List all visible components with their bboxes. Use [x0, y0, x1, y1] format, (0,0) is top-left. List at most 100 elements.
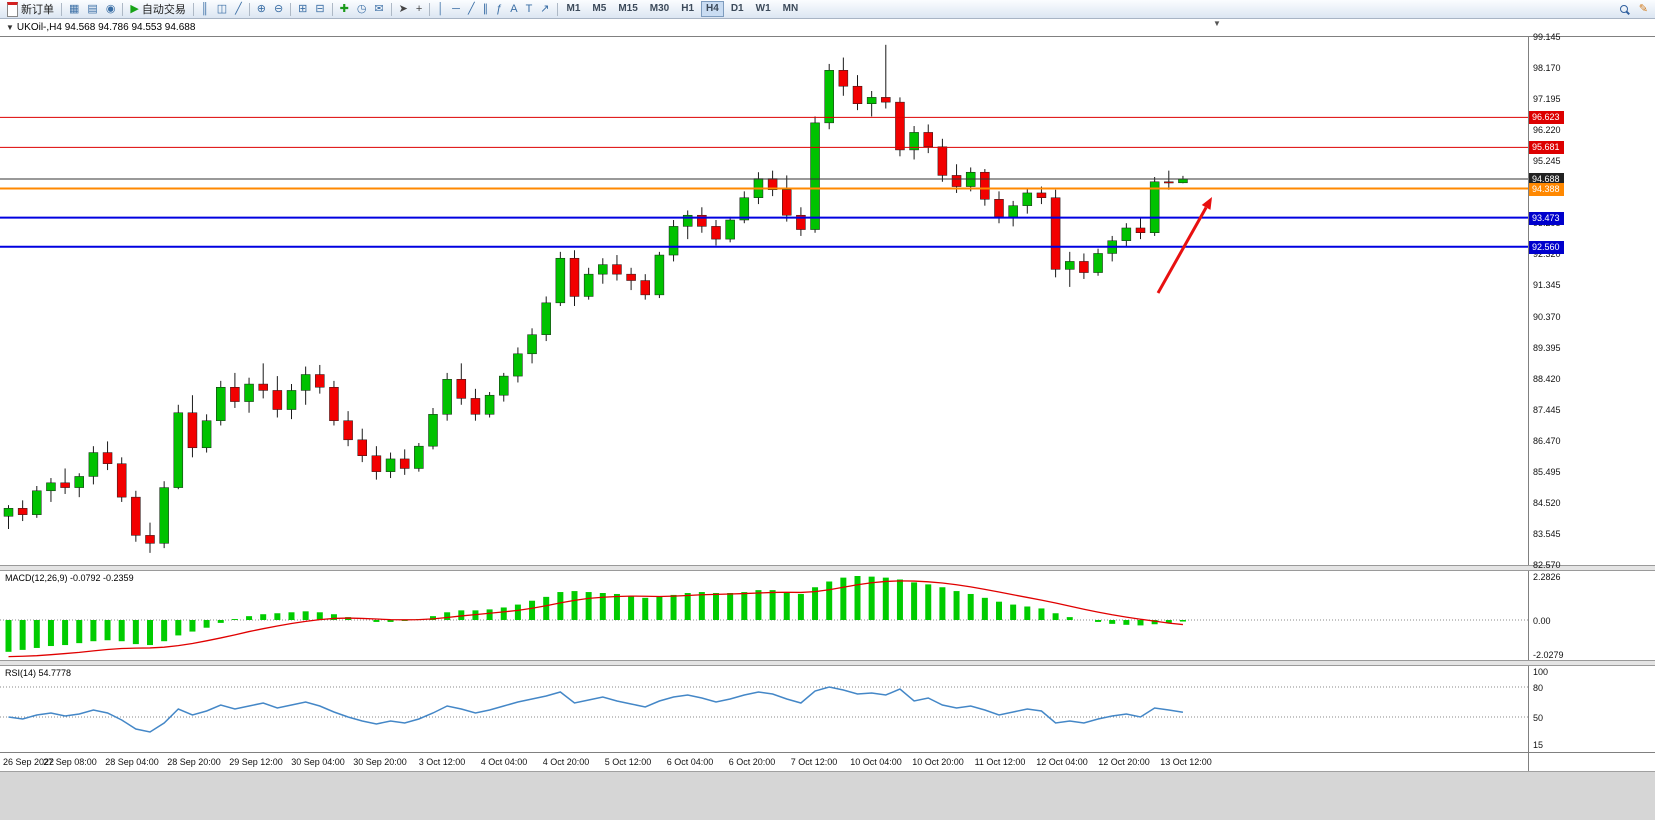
periods-icon: ◷	[356, 3, 367, 15]
rsi-panel-separator[interactable]	[0, 660, 1655, 666]
add-indicator-button[interactable]: ✚	[336, 1, 353, 17]
price-tick: 88.420	[1533, 373, 1561, 384]
time-label: 3 Oct 12:00	[418, 757, 466, 767]
toolbar-separator	[331, 2, 333, 16]
new-chart-icon: ▦	[69, 3, 80, 15]
trend-arrow-head	[1201, 197, 1212, 210]
time-label: 30 Sep 20:00	[353, 757, 407, 767]
tile-windows-button[interactable]: ⊞	[294, 1, 311, 17]
macd-tick: 0.00	[1533, 616, 1551, 626]
rsi-tick: 15	[1533, 740, 1544, 750]
zoom-in-button[interactable]: ⊕	[253, 1, 270, 17]
ohlc-values: 94.568 94.786 94.553 94.688	[64, 22, 196, 33]
toolbar-group-charts: ▦ ▤ ◉	[65, 1, 119, 17]
crosshair-button[interactable]: +	[412, 1, 426, 17]
vertical-line-button[interactable]: │	[433, 1, 448, 17]
toolbar-separator	[556, 2, 558, 16]
time-label: 10 Oct 20:00	[912, 757, 964, 767]
autotrading-button[interactable]: ▶ 自动交易	[126, 1, 189, 17]
profiles-button[interactable]: ▤	[83, 1, 101, 17]
time-axis-border	[0, 752, 1655, 753]
navigator-button[interactable]: ◉	[102, 1, 120, 17]
time-label: 6 Oct 04:00	[666, 757, 714, 767]
rsi-tick: 50	[1533, 713, 1544, 723]
time-label: 30 Sep 04:00	[291, 757, 345, 767]
new-chart-button[interactable]: ▦	[65, 1, 83, 17]
quick-edit-icon: ✎	[1638, 3, 1648, 15]
price-tick: 90.370	[1533, 311, 1561, 322]
price-tick: 83.545	[1533, 528, 1561, 539]
timeframe-H1[interactable]: H1	[676, 1, 699, 17]
new-order-button[interactable]: 新订单	[3, 1, 58, 17]
timeframe-D1[interactable]: D1	[726, 1, 749, 17]
collapse-icon[interactable]: ▼	[6, 23, 14, 32]
text-label-button[interactable]: T	[522, 1, 537, 17]
macd-histogram-layer	[5, 576, 1186, 652]
tile-windows-icon: ⊞	[298, 3, 308, 15]
zoom-out-icon: ⊖	[273, 3, 284, 15]
chart-shift-marker-icon[interactable]: ▼	[1213, 19, 1221, 28]
toolbar-group-tools: ║ ◫ ╱ ⊕ ⊖ ⊞ ⊟ ✚ ◷ ✉ ➤ + │ ─ ╱ ∥ ƒ A T ↗	[190, 1, 554, 17]
price-badge-92.560: 92.560	[1529, 240, 1564, 254]
channel-icon: ∥	[482, 3, 489, 15]
time-label: 12 Oct 20:00	[1098, 757, 1150, 767]
navigator-icon: ◉	[105, 3, 116, 15]
new-order-label: 新订单	[21, 4, 54, 16]
time-label: 28 Sep 04:00	[105, 757, 159, 767]
timeframe-H4[interactable]: H4	[701, 1, 724, 17]
text-button[interactable]: A	[506, 1, 521, 17]
channel-button[interactable]: ∥	[479, 1, 493, 17]
price-badge-94.388: 94.388	[1529, 182, 1564, 196]
trendline-button[interactable]: ╱	[464, 1, 479, 17]
quick-edit-button[interactable]: ✎	[1635, 1, 1652, 17]
time-label: 27 Sep 08:00	[43, 757, 97, 767]
timeframe-W1[interactable]: W1	[751, 1, 776, 17]
price-tick: 84.520	[1533, 497, 1561, 508]
timeframe-MN[interactable]: MN	[778, 1, 804, 17]
cascade-windows-button[interactable]: ⊟	[311, 1, 328, 17]
toolbar-separator	[390, 2, 392, 16]
time-label: 7 Oct 12:00	[790, 757, 838, 767]
price-tick: 89.395	[1533, 342, 1561, 353]
new-order-icon	[7, 1, 18, 17]
rsi-tick: 100	[1533, 667, 1549, 677]
zoom-out-button[interactable]: ⊖	[270, 1, 287, 17]
line-chart-icon: ╱	[235, 3, 242, 15]
bar-chart-icon: ║	[200, 3, 209, 15]
timeframes-toolbar: M1 M5 M15 M30 H1 H4 D1 W1 MN	[554, 1, 805, 17]
timeframe-M15[interactable]: M15	[613, 1, 642, 17]
time-label: 4 Oct 04:00	[480, 757, 528, 767]
templates-button[interactable]: ✉	[370, 1, 387, 17]
add-indicator-icon: ✚	[339, 3, 349, 15]
timeframe-M1[interactable]: M1	[562, 1, 586, 17]
macd-panel-separator[interactable]	[0, 565, 1655, 571]
horizontal-line-button[interactable]: ─	[448, 1, 464, 17]
time-label: 6 Oct 20:00	[728, 757, 776, 767]
chart-title: ▼ UKOil-,H4 94.568 94.786 94.553 94.688	[6, 22, 195, 33]
price-tick: 87.445	[1533, 404, 1561, 415]
macd-signal-line	[8, 580, 1184, 658]
timeframe-M30[interactable]: M30	[645, 1, 674, 17]
time-label: 26 Sep 2022	[3, 757, 55, 767]
timeframe-M5[interactable]: M5	[587, 1, 611, 17]
trend-arrow[interactable]	[1156, 206, 1208, 294]
cursor-button[interactable]: ➤	[395, 1, 412, 17]
line-chart-button[interactable]: ╱	[231, 1, 246, 17]
price-tick: 92.320	[1533, 249, 1561, 260]
search-icon	[1619, 4, 1629, 14]
rsi-line	[8, 686, 1184, 733]
trendline-icon: ╱	[467, 3, 475, 15]
toolbar-separator	[429, 2, 431, 16]
toolbar-separator	[290, 2, 292, 16]
autotrading-play-icon: ▶	[130, 3, 139, 15]
search-button[interactable]	[1614, 1, 1635, 17]
periods-button[interactable]: ◷	[353, 1, 371, 17]
candlestick-chart-button[interactable]: ◫	[213, 1, 231, 17]
fibonacci-button[interactable]: ƒ	[492, 1, 506, 17]
arrow-tools-button[interactable]: ↗	[536, 1, 553, 17]
bar-chart-button[interactable]: ║	[197, 1, 213, 17]
text-icon: A	[510, 3, 518, 15]
price-scale-border	[1528, 36, 1529, 771]
